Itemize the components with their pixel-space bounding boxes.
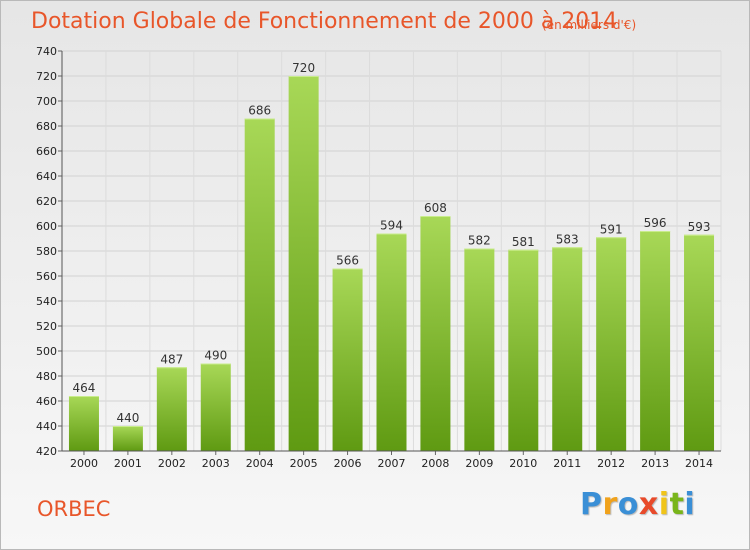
x-tick-label-2011: 2011: [553, 457, 581, 470]
x-tick-label-2012: 2012: [597, 457, 625, 470]
y-tick-label: 440: [36, 420, 57, 433]
logo-letter: i: [658, 487, 670, 522]
y-tick-label: 540: [36, 295, 57, 308]
x-tick-label-2013: 2013: [641, 457, 669, 470]
bar-2005: [288, 76, 319, 451]
logo-letter: o: [617, 487, 639, 522]
y-tick-label: 560: [36, 270, 57, 283]
bar-2009: [464, 248, 495, 451]
data-label-2004: 686: [248, 104, 271, 118]
chart-title: Dotation Globale de Fonctionnement de 20…: [31, 9, 618, 34]
bar-2002: [156, 367, 187, 451]
data-label-2000: 464: [73, 381, 96, 395]
proxiti-logo[interactable]: Proxiti: [580, 487, 695, 522]
logo-letter: t: [669, 487, 685, 522]
y-tick-label: 420: [36, 445, 57, 458]
data-label-2008: 608: [424, 201, 447, 215]
data-label-2005: 720: [292, 61, 315, 75]
bar-2013: [640, 231, 671, 451]
x-tick-label-2000: 2000: [70, 457, 98, 470]
x-tick-label-2009: 2009: [465, 457, 493, 470]
y-tick-label: 700: [36, 95, 57, 108]
logo-letter: x: [638, 487, 659, 522]
bar-2003: [200, 363, 231, 451]
data-label-2011: 583: [556, 232, 579, 246]
y-tick-label: 620: [36, 195, 57, 208]
data-label-2010: 581: [512, 235, 535, 249]
data-label-2009: 582: [468, 234, 491, 248]
bar-2004: [244, 118, 275, 451]
commune-name: ORBEC: [37, 497, 111, 521]
x-tick-label-2007: 2007: [378, 457, 406, 470]
bar-2000: [68, 396, 99, 451]
logo-letter: r: [602, 487, 618, 522]
y-tick-label: 600: [36, 220, 57, 233]
y-tick-label: 460: [36, 395, 57, 408]
data-label-2014: 593: [688, 220, 711, 234]
data-label-2006: 566: [336, 254, 359, 268]
bar-2007: [376, 233, 407, 451]
x-tick-label-2006: 2006: [334, 457, 362, 470]
x-tick-label-2002: 2002: [158, 457, 186, 470]
x-tick-label-2001: 2001: [114, 457, 142, 470]
y-tick-label: 740: [36, 45, 57, 58]
x-tick-label-2010: 2010: [509, 457, 537, 470]
bar-2006: [332, 268, 363, 451]
y-tick-label: 660: [36, 145, 57, 158]
logo-letter: P: [580, 487, 603, 522]
bar-2014: [684, 234, 715, 451]
data-label-2002: 487: [160, 352, 183, 366]
x-tick-label-2004: 2004: [246, 457, 274, 470]
bar-2012: [596, 237, 627, 451]
data-label-2013: 596: [644, 216, 667, 230]
data-label-2007: 594: [380, 219, 403, 233]
y-tick-label: 520: [36, 320, 57, 333]
y-tick-label: 580: [36, 245, 57, 258]
x-tick-label-2014: 2014: [685, 457, 713, 470]
x-tick-label-2005: 2005: [290, 457, 318, 470]
bar-2011: [552, 247, 583, 451]
chart-subtitle: (en milliers d'€): [542, 18, 637, 32]
bar-2010: [508, 249, 539, 451]
y-tick-label: 720: [36, 70, 57, 83]
bar-2008: [420, 216, 451, 451]
x-tick-label-2003: 2003: [202, 457, 230, 470]
bars: 464 440 487 490 686 720 566 594 608 582 581 583 591 5…: [68, 61, 715, 451]
logo-letter: i: [684, 487, 696, 522]
data-label-2003: 490: [204, 349, 227, 363]
bar-2001: [112, 426, 143, 451]
axes: 420 440 460 480 500 520 540 560 580 600 620 640 660 6…: [36, 45, 721, 470]
y-tick-label: 480: [36, 370, 57, 383]
y-tick-label: 680: [36, 120, 57, 133]
y-tick-label: 500: [36, 345, 57, 358]
x-tick-label-2008: 2008: [421, 457, 449, 470]
y-tick-label: 640: [36, 170, 57, 183]
data-label-2012: 591: [600, 222, 623, 236]
data-label-2001: 440: [116, 411, 139, 425]
